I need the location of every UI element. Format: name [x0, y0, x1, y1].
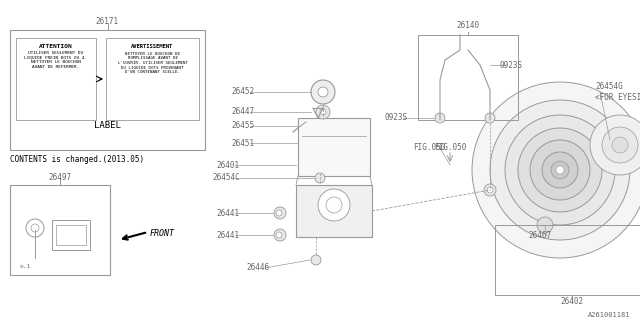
Text: AVERTISSEMENT: AVERTISSEMENT [131, 44, 173, 49]
Circle shape [311, 80, 335, 104]
Circle shape [485, 113, 495, 123]
Circle shape [31, 224, 39, 232]
Circle shape [315, 173, 325, 183]
Bar [418, 35, 518, 120]
Circle shape [276, 210, 282, 216]
Circle shape [490, 100, 630, 240]
Text: CONTENTS is changed.(2013.05): CONTENTS is changed.(2013.05) [10, 156, 144, 164]
Text: FRONT: FRONT [150, 228, 175, 237]
Circle shape [590, 115, 640, 175]
Circle shape [612, 137, 628, 153]
Bar [56, 225, 86, 245]
Bar [298, 118, 370, 176]
Bar [16, 38, 96, 120]
Text: 26497: 26497 [49, 172, 72, 181]
Text: 26441: 26441 [217, 209, 240, 218]
Text: 26455: 26455 [232, 122, 255, 131]
Circle shape [472, 82, 640, 258]
Text: 26467: 26467 [529, 231, 552, 241]
Circle shape [487, 187, 493, 193]
Circle shape [435, 113, 445, 123]
Text: 26140: 26140 [456, 20, 479, 29]
Bar [52, 220, 90, 250]
Text: UTILISER SEULEMENT DU
LIQUIDE FREIN DOTS OU 4.
NETTOYER LE BOUCHON
AVANT DE REFE: UTILISER SEULEMENT DU LIQUIDE FREIN DOTS… [24, 51, 88, 69]
Text: 26441: 26441 [217, 230, 240, 239]
Text: 26446: 26446 [247, 263, 270, 273]
Text: 0923S: 0923S [385, 114, 408, 123]
Circle shape [542, 152, 578, 188]
Text: ATTENTION: ATTENTION [39, 44, 73, 49]
Text: LABEL: LABEL [94, 121, 121, 130]
Circle shape [530, 140, 590, 200]
Text: 26402: 26402 [561, 298, 584, 307]
Circle shape [318, 189, 350, 221]
Bar [296, 185, 372, 237]
Text: NETTOYER LE BOUCHON DE
ROMPLISSAGE AVANT DE
L'OUVRIR. UTILISER SEULEMENT
DU LIQU: NETTOYER LE BOUCHON DE ROMPLISSAGE AVANT… [118, 52, 188, 74]
Circle shape [311, 255, 321, 265]
Text: FIG.050: FIG.050 [413, 143, 445, 153]
Circle shape [484, 184, 496, 196]
Circle shape [551, 161, 569, 179]
Text: o.1: o.1 [19, 265, 31, 269]
Text: 26454G
<FOR EYESIGHT>: 26454G <FOR EYESIGHT> [595, 82, 640, 102]
Bar [10, 185, 110, 275]
Circle shape [276, 232, 282, 238]
Circle shape [602, 127, 638, 163]
Bar [495, 225, 640, 295]
Circle shape [326, 197, 342, 213]
Text: 26447: 26447 [232, 108, 255, 116]
Circle shape [505, 115, 615, 225]
Circle shape [26, 219, 44, 237]
Circle shape [320, 109, 326, 115]
Circle shape [274, 207, 286, 219]
Bar [106, 38, 199, 120]
Circle shape [316, 105, 330, 119]
Text: 26171: 26171 [96, 18, 119, 27]
Circle shape [518, 128, 602, 212]
Text: 0923S: 0923S [500, 60, 523, 69]
Text: 26454C: 26454C [212, 173, 240, 182]
Circle shape [318, 87, 328, 97]
Bar [10, 30, 205, 150]
Text: 26452: 26452 [232, 87, 255, 97]
Circle shape [274, 229, 286, 241]
Text: 26451: 26451 [232, 139, 255, 148]
Text: 26401: 26401 [217, 161, 240, 170]
Text: FIG.050: FIG.050 [434, 143, 466, 153]
Text: A261001181: A261001181 [588, 312, 630, 318]
Circle shape [537, 217, 553, 233]
Circle shape [556, 166, 564, 174]
